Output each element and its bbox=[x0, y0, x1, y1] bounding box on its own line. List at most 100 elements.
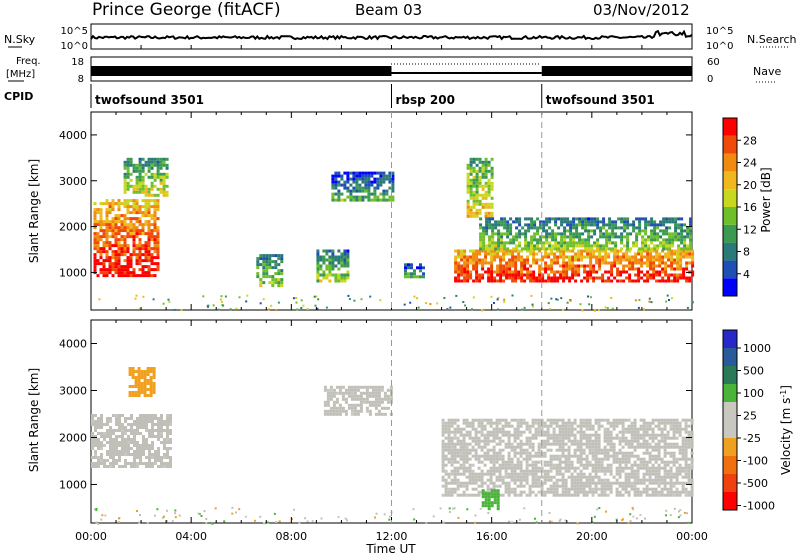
velocity-cell bbox=[383, 406, 387, 410]
power-cell bbox=[524, 235, 528, 239]
velocity-cell bbox=[450, 448, 454, 452]
velocity-cell bbox=[498, 454, 502, 458]
velocity-cell bbox=[537, 490, 541, 494]
power-cell bbox=[102, 268, 106, 272]
velocity-cell bbox=[480, 475, 484, 479]
power-cell bbox=[132, 223, 136, 227]
velocity-cell bbox=[468, 451, 472, 455]
power-cell bbox=[509, 226, 513, 230]
power-cell bbox=[132, 247, 136, 251]
power-cell bbox=[343, 183, 347, 187]
power-cell bbox=[422, 272, 425, 276]
power-cell bbox=[391, 195, 395, 199]
velocity-cell bbox=[203, 510, 206, 512]
velocity-cell bbox=[615, 493, 619, 497]
velocity-cell bbox=[441, 445, 445, 449]
velocity-cell bbox=[130, 426, 133, 429]
velocity-cell bbox=[465, 475, 469, 479]
power-cell bbox=[683, 241, 687, 245]
power-cell bbox=[650, 301, 653, 304]
power-cell bbox=[656, 238, 660, 242]
power-cell bbox=[162, 178, 166, 182]
velocity-cell bbox=[163, 438, 166, 441]
power-cell bbox=[524, 247, 528, 251]
power-cell bbox=[493, 252, 497, 256]
velocity-cell bbox=[519, 478, 523, 482]
power-cell bbox=[481, 166, 485, 170]
velocity-cell bbox=[525, 472, 529, 476]
velocity-cell bbox=[450, 436, 454, 440]
power-cell bbox=[526, 276, 530, 280]
velocity-cell bbox=[163, 447, 166, 450]
power-cell bbox=[478, 199, 482, 203]
power-cell bbox=[156, 265, 160, 269]
velocity-cell bbox=[558, 418, 562, 422]
power-cell bbox=[604, 249, 608, 253]
power-cell bbox=[530, 220, 534, 224]
power-cell bbox=[334, 264, 338, 268]
power-cell bbox=[586, 279, 590, 283]
power-cell bbox=[463, 273, 467, 277]
velocity-cell bbox=[447, 439, 451, 443]
velocity-cell bbox=[663, 472, 667, 476]
velocity-cell bbox=[555, 454, 559, 458]
velocity-cell bbox=[498, 448, 502, 452]
power-cell bbox=[114, 220, 118, 224]
power-cell bbox=[370, 192, 374, 196]
power-cell bbox=[466, 205, 470, 209]
power-cell bbox=[475, 270, 479, 274]
power-cell bbox=[686, 247, 690, 251]
freq-label-line2: [MHz] bbox=[6, 69, 35, 80]
velocity-cell bbox=[621, 418, 625, 422]
velocity-cell bbox=[531, 490, 535, 494]
power-cell bbox=[114, 232, 118, 236]
power-cell bbox=[126, 199, 130, 203]
velocity-cell bbox=[510, 478, 514, 482]
velocity-cell bbox=[666, 493, 670, 497]
power-cell bbox=[141, 184, 145, 188]
power-cell bbox=[511, 279, 515, 283]
power-cell bbox=[505, 249, 509, 253]
power-cell bbox=[511, 273, 515, 277]
power-cell bbox=[689, 229, 693, 233]
power-cell bbox=[616, 258, 620, 262]
velocity-cell bbox=[636, 463, 640, 467]
power-cell bbox=[487, 163, 491, 167]
velocity-cell bbox=[548, 520, 551, 523]
velocity-cell bbox=[522, 472, 526, 476]
power-cell bbox=[487, 205, 491, 209]
velocity-cell bbox=[444, 448, 448, 452]
power-cell bbox=[370, 174, 374, 178]
velocity-cell bbox=[624, 490, 628, 494]
velocity-cell bbox=[344, 517, 347, 520]
power-cell bbox=[99, 217, 103, 221]
velocity-cell bbox=[151, 432, 154, 435]
velocity-cell bbox=[519, 472, 523, 476]
power-cell bbox=[135, 220, 139, 224]
velocity-cell bbox=[525, 427, 529, 431]
power-cell bbox=[268, 263, 272, 267]
velocity-cell bbox=[609, 466, 613, 470]
power-cell bbox=[105, 199, 109, 203]
velocity-cell bbox=[645, 466, 649, 470]
power-cell bbox=[376, 195, 380, 199]
velocity-cell bbox=[596, 508, 599, 511]
velocity-cell bbox=[489, 457, 493, 461]
velocity-cell bbox=[552, 457, 556, 461]
velocity-cell bbox=[603, 466, 607, 470]
power-cell bbox=[144, 187, 148, 191]
velocity-cell bbox=[127, 450, 130, 453]
velocity-cell bbox=[154, 459, 157, 462]
velocity-cell bbox=[143, 379, 147, 382]
power-cell bbox=[530, 217, 534, 221]
power-cell bbox=[373, 186, 377, 190]
power-cell bbox=[659, 220, 663, 224]
velocity-cell bbox=[561, 427, 565, 431]
power-cell bbox=[667, 264, 671, 268]
velocity-cell bbox=[690, 418, 694, 422]
velocity-cell bbox=[657, 424, 661, 428]
power-cell bbox=[123, 271, 127, 275]
power-cell bbox=[596, 220, 600, 224]
power-cell bbox=[117, 262, 121, 266]
power-cell bbox=[682, 276, 686, 280]
